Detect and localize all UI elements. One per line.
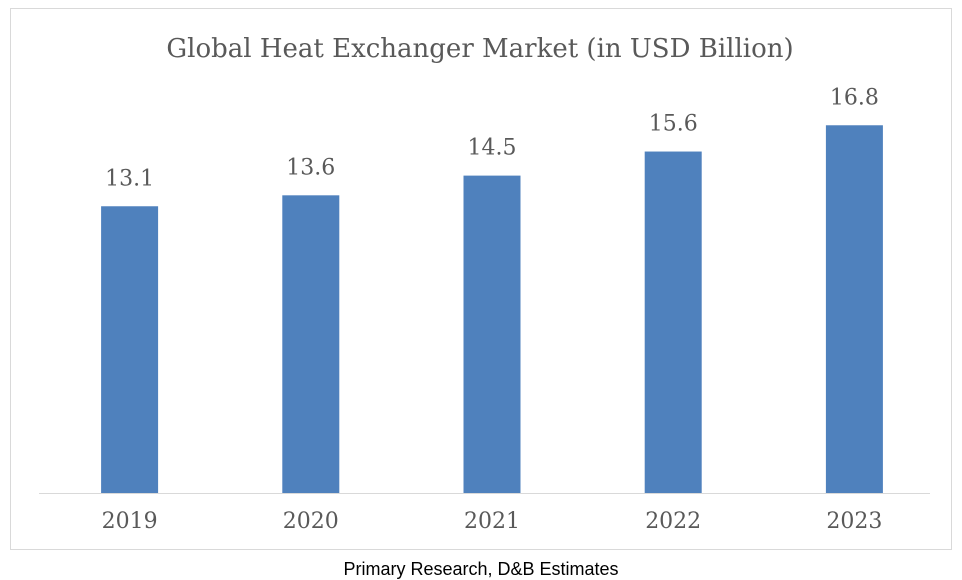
data-label: 16.8 [830, 85, 879, 110]
x-tick-label: 2020 [283, 509, 339, 534]
source-note: Primary Research, D&B Estimates [343, 559, 618, 579]
bar [644, 151, 702, 494]
bar [825, 125, 883, 494]
bar [282, 195, 340, 494]
x-tick-label: 2021 [464, 509, 520, 534]
data-label: 15.6 [649, 112, 698, 137]
chart-title: Global Heat Exchanger Market (in USD Bil… [166, 34, 793, 64]
x-tick-label: 2023 [826, 509, 882, 534]
data-label: 13.1 [105, 166, 154, 191]
x-tick-label: 2022 [645, 509, 701, 534]
data-label: 14.5 [468, 136, 517, 161]
bar [101, 206, 159, 493]
bar [463, 175, 521, 493]
data-label: 13.6 [286, 155, 335, 180]
x-tick-label: 2019 [102, 509, 158, 534]
